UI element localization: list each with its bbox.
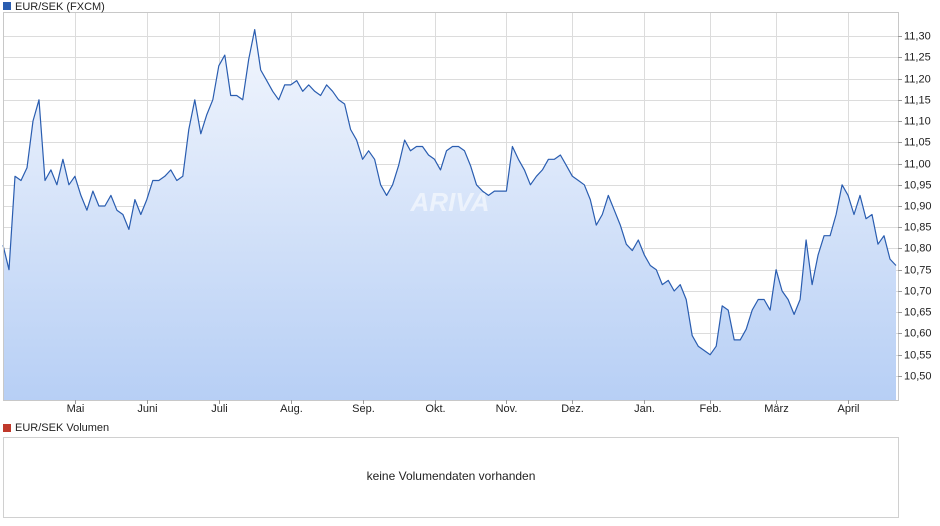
x-tick-label: Sep. — [352, 403, 375, 415]
x-tick-label: April — [837, 403, 859, 415]
y-tick-label: 11,10 — [904, 115, 931, 127]
y-tick-label: 10,55 — [904, 349, 932, 361]
legend-label: EUR/SEK (FXCM) — [15, 1, 105, 13]
x-tick-label: Dez. — [561, 403, 584, 415]
volume-panel — [3, 437, 899, 518]
y-tick-label: 10,80 — [904, 242, 932, 254]
x-tick-label: Jan. — [634, 403, 655, 415]
y-tick-label: 11,30 — [904, 30, 931, 42]
y-tick-label: 11,25 — [904, 51, 931, 63]
y-tick-label: 10,65 — [904, 306, 932, 318]
y-tick-label: 11,15 — [904, 94, 931, 106]
y-tick-label: 11,00 — [904, 158, 931, 170]
y-tick-label: 11,05 — [904, 136, 931, 148]
volume-note: keine Volumendaten vorhanden — [367, 469, 536, 483]
price-line — [2, 29, 897, 356]
x-tick-label: Juni — [137, 403, 157, 415]
y-tick-label: 10,85 — [904, 221, 932, 233]
y-tick-label: 10,50 — [904, 370, 932, 382]
x-tick-label: März — [764, 403, 788, 415]
x-tick-label: Juli — [211, 403, 228, 415]
y-tick-label: 10,70 — [904, 285, 932, 297]
x-tick-label: Feb. — [699, 403, 721, 415]
legend-swatch — [3, 424, 11, 432]
x-tick-label: Okt. — [425, 403, 445, 415]
x-tick-label: Aug. — [280, 403, 303, 415]
y-tick-label: 10,95 — [904, 179, 932, 191]
y-tick-label: 10,60 — [904, 327, 932, 339]
area — [3, 29, 896, 400]
y-tick-label: 10,75 — [904, 264, 932, 276]
volume-title: EUR/SEK Volumen — [15, 422, 109, 434]
x-tick-label: Mai — [67, 403, 85, 415]
y-tick-label: 10,90 — [904, 200, 932, 212]
plot — [2, 29, 897, 400]
watermark: ARIVA — [410, 187, 490, 217]
y-tick-label: 11,20 — [904, 73, 931, 85]
legend-swatch — [3, 2, 11, 10]
x-tick-label: Nov. — [496, 403, 518, 415]
